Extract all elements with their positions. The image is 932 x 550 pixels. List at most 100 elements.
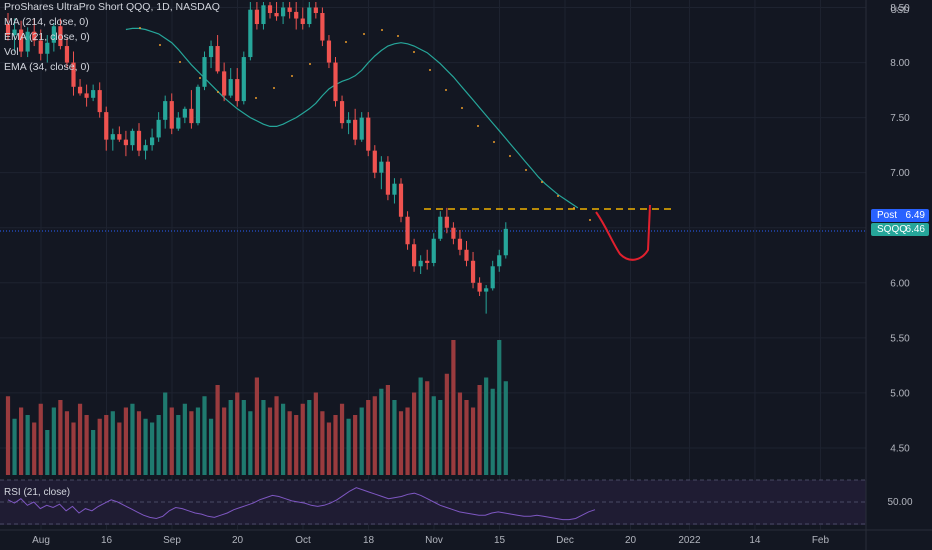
ma-dot bbox=[445, 89, 447, 91]
candles bbox=[5, 2, 508, 314]
candle-body bbox=[25, 31, 30, 52]
candle-body bbox=[320, 13, 325, 41]
volume-bars bbox=[5, 340, 508, 475]
volume-bar bbox=[287, 411, 292, 475]
candle-body bbox=[313, 7, 318, 14]
candle-body bbox=[202, 57, 207, 87]
candle-body bbox=[294, 11, 299, 19]
volume-bar bbox=[346, 418, 351, 475]
candle-body bbox=[32, 31, 37, 41]
ema-line bbox=[125, 27, 591, 221]
volume-bar bbox=[222, 407, 227, 475]
candle-body bbox=[182, 108, 187, 118]
candle-body bbox=[307, 7, 312, 25]
chart-legend: ProShares UltraPro Short QQQ, 1D, NASDAQ… bbox=[4, 0, 220, 75]
volume-bar bbox=[313, 392, 318, 475]
ma-dot bbox=[413, 51, 415, 53]
volume-bar bbox=[241, 400, 246, 475]
candle-body bbox=[405, 216, 410, 245]
volume-bar bbox=[195, 407, 201, 475]
post-price-tag: Post 6.49 bbox=[871, 209, 929, 222]
candle-body bbox=[451, 227, 456, 239]
candle-body bbox=[366, 117, 371, 151]
volume-bar bbox=[202, 396, 207, 475]
ma-dot bbox=[429, 69, 431, 71]
ma-dot bbox=[199, 77, 201, 79]
volume-bar bbox=[412, 392, 417, 475]
ma-dot bbox=[557, 195, 559, 197]
candle-body bbox=[470, 260, 476, 283]
ma-dot bbox=[179, 61, 181, 63]
candle-body bbox=[346, 119, 351, 124]
volume-bar bbox=[320, 411, 325, 475]
candle-body bbox=[136, 130, 142, 151]
candle-body bbox=[235, 79, 240, 102]
candle-body bbox=[97, 90, 102, 113]
candle-body bbox=[339, 101, 345, 124]
x-tick-label: 2022 bbox=[678, 535, 701, 546]
volume-bar bbox=[497, 340, 502, 475]
volume-bar bbox=[84, 415, 89, 475]
x-tick-label: Aug bbox=[32, 535, 50, 546]
candle-body bbox=[379, 161, 384, 173]
volume-bar bbox=[91, 430, 96, 475]
candle-body bbox=[372, 150, 377, 173]
volume-bar bbox=[12, 418, 17, 475]
candle-body bbox=[497, 255, 502, 267]
candle-body bbox=[281, 7, 286, 17]
x-tick-label: Feb bbox=[812, 535, 830, 546]
volume-bar bbox=[379, 388, 384, 475]
candle-body bbox=[215, 46, 220, 72]
volume-bar bbox=[150, 422, 155, 475]
y-unit-label: USD bbox=[890, 5, 910, 15]
y-tick-label: 4.50 bbox=[890, 443, 910, 454]
candle-body bbox=[241, 57, 246, 102]
volume-bar bbox=[32, 422, 37, 475]
ma-dot bbox=[589, 219, 591, 221]
volume-bar bbox=[418, 377, 423, 475]
x-tick-label: Nov bbox=[425, 535, 443, 546]
volume-bar bbox=[110, 411, 115, 475]
x-tick-label: 15 bbox=[494, 535, 506, 546]
symbol-title: ProShares UltraPro Short QQQ, 1D, NASDAQ bbox=[4, 1, 220, 13]
candle-body bbox=[130, 130, 135, 146]
rsi-level-label: 50.00 bbox=[887, 497, 912, 508]
candle-body bbox=[333, 62, 338, 102]
candle-body bbox=[326, 40, 332, 63]
volume-bar bbox=[215, 385, 220, 475]
volume-bar bbox=[117, 422, 122, 475]
ma-dot bbox=[309, 63, 311, 65]
volume-bar bbox=[38, 403, 43, 475]
x-tick-label: Oct bbox=[295, 535, 311, 546]
volume-bar bbox=[25, 415, 30, 475]
volume-bar bbox=[326, 422, 332, 475]
candle-body bbox=[385, 161, 390, 195]
x-tick-label: 20 bbox=[625, 535, 637, 546]
volume-bar bbox=[398, 411, 404, 475]
candle-body bbox=[189, 108, 194, 124]
candle-body bbox=[156, 119, 161, 138]
volume-bar bbox=[477, 385, 482, 475]
x-tick-label: 16 bbox=[101, 535, 113, 546]
candle-body bbox=[176, 117, 181, 129]
volume-bar bbox=[235, 392, 240, 475]
candle-body bbox=[248, 9, 253, 58]
volume-bar bbox=[51, 407, 56, 475]
candle-body bbox=[77, 86, 83, 94]
candle-body bbox=[110, 134, 115, 140]
ma-dot bbox=[525, 169, 527, 171]
y-tick-label: 8.50 bbox=[890, 3, 910, 14]
volume-bar bbox=[143, 418, 148, 475]
volume-bar bbox=[208, 418, 214, 475]
volume-bar bbox=[300, 403, 305, 475]
candle-body bbox=[261, 5, 266, 25]
candle-body bbox=[254, 9, 259, 25]
volume-bar bbox=[353, 415, 358, 475]
candle-body bbox=[412, 244, 417, 267]
volume-bar bbox=[136, 411, 142, 475]
last-price-tag: SQQQ 6.46 bbox=[871, 223, 929, 236]
volume-bar bbox=[444, 373, 449, 475]
volume-bar bbox=[267, 407, 273, 475]
candle-body bbox=[490, 266, 495, 289]
